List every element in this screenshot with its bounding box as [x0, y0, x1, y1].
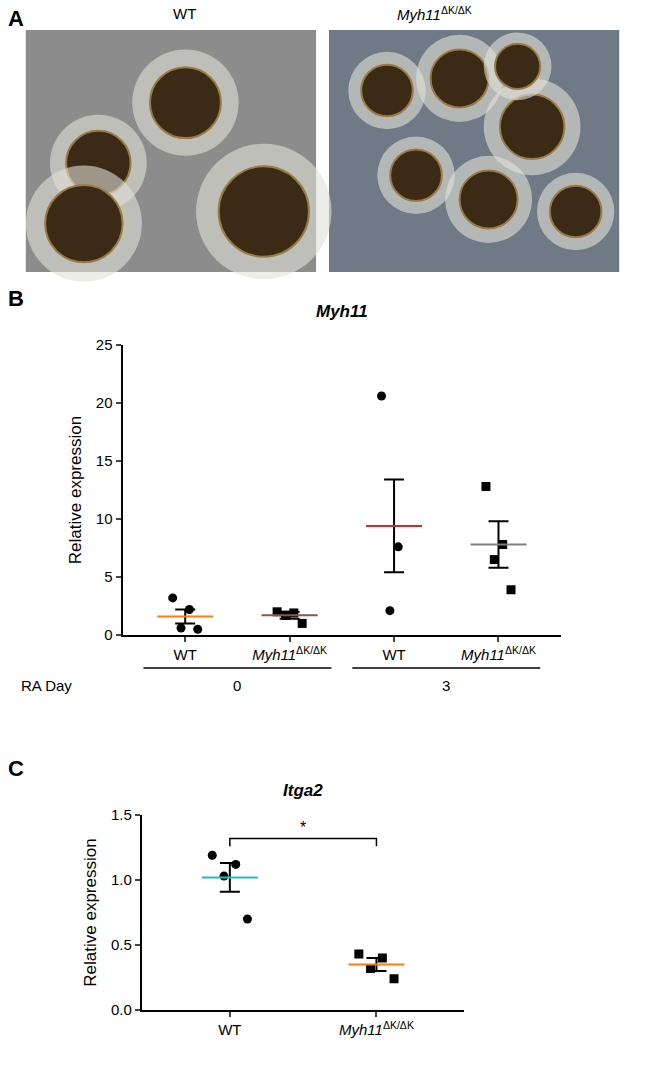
svg-text:*: *: [300, 819, 306, 836]
svg-text:Myh11: Myh11: [316, 302, 368, 321]
svg-text:RA Day: RA Day: [21, 677, 72, 694]
svg-text:Myh11​ΔK/ΔK​: Myh11​ΔK/ΔK​: [397, 4, 472, 23]
svg-text:WT: WT: [218, 1021, 241, 1038]
svg-text:1.5: 1.5: [111, 806, 132, 823]
svg-text:0.5: 0.5: [111, 936, 132, 953]
svg-text:WT: WT: [174, 646, 197, 663]
svg-text:0: 0: [233, 677, 241, 694]
svg-text:5: 5: [104, 568, 112, 585]
svg-text:20: 20: [96, 394, 113, 411]
svg-text:Relative expression: Relative expression: [66, 416, 85, 564]
svg-text:A: A: [8, 6, 24, 31]
svg-text:0.0: 0.0: [111, 1001, 132, 1018]
svg-text:WT: WT: [382, 646, 405, 663]
svg-text:1.0: 1.0: [111, 871, 132, 888]
svg-text:WT: WT: [173, 5, 196, 22]
svg-text:15: 15: [96, 452, 113, 469]
svg-text:3: 3: [442, 677, 450, 694]
svg-text:C: C: [8, 756, 24, 781]
svg-text:Itga2: Itga2: [283, 781, 323, 800]
svg-text:0: 0: [104, 626, 112, 643]
svg-text:Myh11​ΔK/ΔK​: Myh11​ΔK/ΔK​: [252, 644, 327, 663]
svg-text:Myh11​ΔK/ΔK​: Myh11​ΔK/ΔK​: [339, 1019, 414, 1038]
svg-text:25: 25: [96, 336, 113, 353]
svg-text:10: 10: [96, 510, 113, 527]
svg-text:Relative expression: Relative expression: [81, 838, 100, 986]
svg-text:Myh11​ΔK/ΔK​: Myh11​ΔK/ΔK​: [461, 644, 536, 663]
svg-text:B: B: [8, 286, 24, 311]
